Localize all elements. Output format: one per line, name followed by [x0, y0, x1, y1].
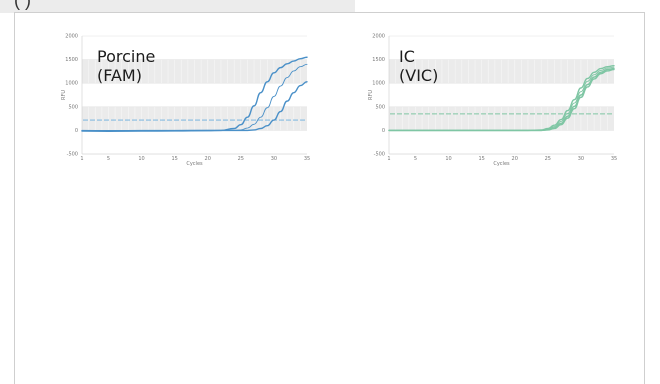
x-tick-label: 30	[271, 156, 277, 162]
x-tick-label: 10	[445, 156, 451, 162]
x-axis-label: Cycles	[186, 161, 203, 167]
y-tick-label: 1000	[372, 81, 385, 87]
tab-header[interactable]: ( )	[0, 0, 355, 13]
y-axis-label: RFU	[61, 90, 67, 100]
y-tick-label: 1500	[65, 57, 78, 63]
x-tick-label: 30	[578, 156, 584, 162]
y-tick-label: 500	[68, 104, 78, 110]
ic-vic-chart: 2000 1500 1000 500 0 -500 1 5 10 15 20 25 30 35 Cycles…	[368, 31, 619, 168]
y-tick-label: -500	[67, 152, 78, 158]
y-tick-label: 0	[75, 128, 78, 134]
porcine-fam-chart: 2000 1500 1000 500 0 -500 1 5 10 15 20 25 30 35 Cycles…	[61, 31, 312, 168]
chart-title: Porcine (FAM)	[97, 47, 156, 85]
x-tick-label: 20	[205, 156, 211, 162]
y-tick-label: 1000	[65, 81, 78, 87]
x-tick-label: 35	[304, 156, 310, 162]
x-tick-label: 25	[545, 156, 551, 162]
x-tick-label: 5	[107, 156, 110, 162]
x-tick-label: 15	[478, 156, 484, 162]
x-tick-label: 5	[414, 156, 417, 162]
chart-title: IC (VIC)	[399, 47, 439, 85]
x-tick-label: 25	[238, 156, 244, 162]
y-tick-label: 1500	[372, 57, 385, 63]
x-tick-label: 35	[611, 156, 617, 162]
y-tick-label: 0	[382, 128, 385, 134]
y-tick-label: 2000	[65, 34, 78, 40]
y-tick-label: 500	[375, 104, 385, 110]
tab-label: ( )	[14, 0, 31, 10]
x-axis-label: Cycles	[493, 161, 510, 167]
series-line	[81, 81, 308, 132]
x-tick-label: 1	[387, 156, 390, 162]
y-tick-label: -500	[374, 152, 385, 158]
x-tick-label: 15	[171, 156, 177, 162]
y-axis-label: RFU	[368, 90, 374, 100]
content-panel: 2000 1500 1000 500 0 -500 1 5 10 15 20 25 30 35 Cycles…	[14, 12, 645, 384]
series-line	[388, 68, 615, 132]
x-tick-label: 20	[512, 156, 518, 162]
y-tick-label: 2000	[372, 34, 385, 40]
x-tick-label: 1	[80, 156, 83, 162]
x-tick-label: 10	[138, 156, 144, 162]
